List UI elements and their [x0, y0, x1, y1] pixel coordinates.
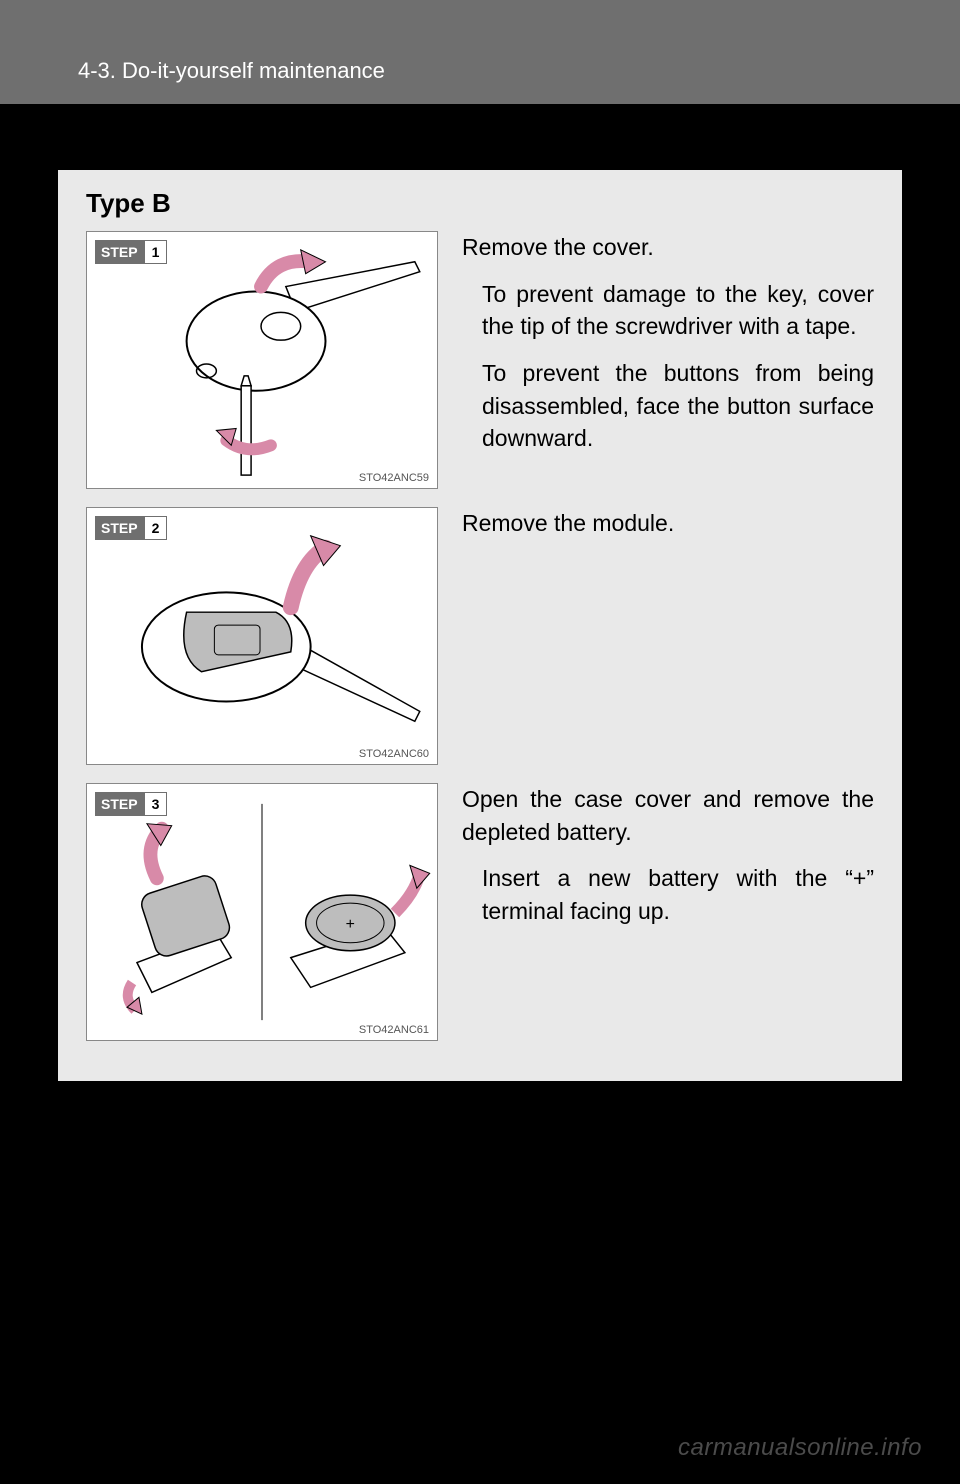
step-sub: Insert a new battery with the “+” termin… [462, 862, 874, 927]
step-badge-number: 3 [144, 792, 168, 816]
step-row: STEP 3 + STO42ANC61 [86, 783, 874, 1041]
step-badge: STEP 3 [95, 792, 167, 816]
step-lead: Open the case cover and remove the deple… [462, 783, 874, 848]
figure-id: STO42ANC60 [359, 748, 429, 760]
step-lead: Remove the module. [462, 507, 874, 540]
watermark: carmanualsonline.info [678, 1434, 922, 1462]
step-badge-label: STEP [95, 792, 144, 816]
step-text: Remove the module. [462, 507, 874, 765]
figure-step-1: STEP 1 STO42ANC59 [86, 231, 438, 489]
step-row: STEP 1 STO42ANC59 [86, 231, 874, 489]
figure-step-3: STEP 3 + STO42ANC61 [86, 783, 438, 1041]
step-text: Remove the cover. To prevent damage to t… [462, 231, 874, 489]
content-panel: Type B STEP 1 [58, 170, 902, 1081]
step-badge: STEP 2 [95, 516, 167, 540]
step-badge-number: 1 [144, 240, 168, 264]
figure-id: STO42ANC61 [359, 1024, 429, 1036]
section-label: 4-3. Do-it-yourself maintenance [78, 58, 385, 83]
figure-id: STO42ANC59 [359, 472, 429, 484]
header-bar: 4-3. Do-it-yourself maintenance [0, 0, 960, 104]
step-text: Open the case cover and remove the deple… [462, 783, 874, 1041]
type-title: Type B [86, 188, 874, 219]
figure-step-2: STEP 2 STO42ANC60 [86, 507, 438, 765]
module-illustration-icon [87, 508, 437, 764]
step-lead: Remove the cover. [462, 231, 874, 264]
step-badge-label: STEP [95, 516, 144, 540]
step-badge-number: 2 [144, 516, 168, 540]
step-sub: To prevent the buttons from being disass… [462, 357, 874, 455]
key-illustration-icon [87, 232, 437, 488]
step-badge: STEP 1 [95, 240, 167, 264]
step-badge-label: STEP [95, 240, 144, 264]
step-row: STEP 2 STO42ANC60 Remove the module. [86, 507, 874, 765]
step-sub: To prevent damage to the key, cover the … [462, 278, 874, 343]
svg-text:+: + [346, 916, 355, 933]
battery-illustration-icon: + [87, 784, 437, 1040]
